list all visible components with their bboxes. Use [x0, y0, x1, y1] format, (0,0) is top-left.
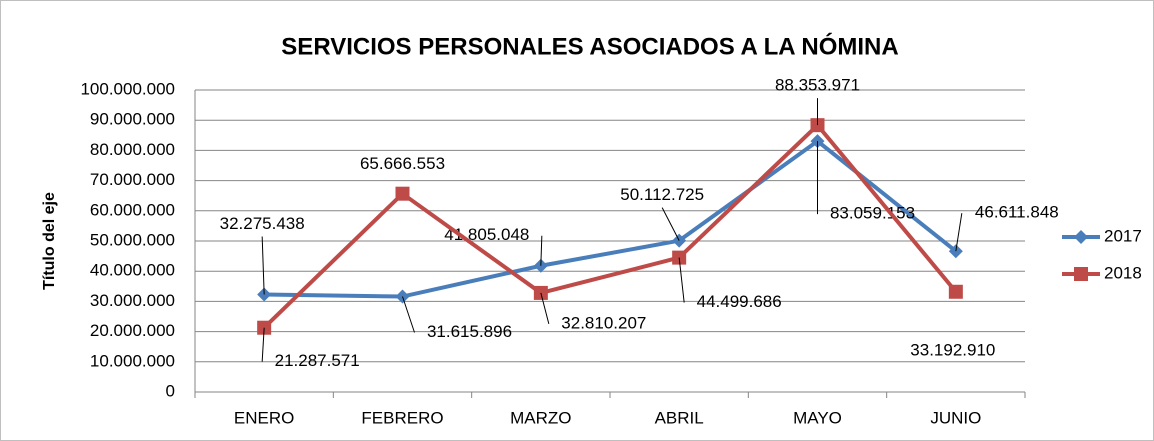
- callout: [540, 235, 543, 266]
- y-tick-label: 10.000.000: [90, 351, 175, 370]
- y-tick-label: 30.000.000: [90, 291, 175, 310]
- legend-marker: [1074, 267, 1088, 281]
- x-tick-label: MARZO: [510, 408, 571, 427]
- data-label: 44.499.686: [697, 292, 782, 311]
- y-axis-title: Título del eje: [41, 192, 58, 290]
- legend-label: 2017: [1104, 226, 1142, 245]
- data-label: 83.059.153: [830, 204, 915, 223]
- callout: [261, 236, 265, 295]
- y-tick-label: 100.000.000: [80, 79, 175, 98]
- data-label: 65.666.553: [360, 154, 445, 173]
- data-label: 50.112.725: [620, 185, 704, 204]
- series-line: [262, 122, 958, 330]
- series-line: [264, 138, 958, 299]
- y-tick-label: 0: [166, 381, 175, 400]
- x-tick-label: MAYO: [793, 408, 842, 427]
- y-tick-label: 50.000.000: [90, 230, 175, 249]
- data-label: 31.615.896: [427, 322, 512, 341]
- x-tick-label: FEBRERO: [361, 408, 443, 427]
- x-tick-label: ABRIL: [655, 408, 704, 427]
- marker: [395, 186, 410, 201]
- callout: [955, 213, 963, 252]
- y-tick-label: 60.000.000: [90, 200, 175, 219]
- marker: [948, 284, 963, 299]
- data-label: 88.353.971: [775, 76, 860, 95]
- data-label: 33.192.910: [910, 340, 995, 359]
- x-tick-label: JUNIO: [930, 408, 981, 427]
- callout: [540, 292, 550, 325]
- y-tick-label: 70.000.000: [90, 170, 175, 189]
- chart-title: SERVICIOS PERSONALES ASOCIADOS A LA NÓMI…: [281, 32, 898, 60]
- callout: [261, 327, 265, 362]
- y-tick-label: 40.000.000: [90, 261, 175, 280]
- x-tick-label: ENERO: [234, 408, 294, 427]
- data-label: 32.810.207: [561, 313, 646, 332]
- callout: [402, 296, 415, 333]
- y-tick-label: 90.000.000: [90, 110, 175, 129]
- data-label: 21.287.571: [275, 351, 360, 370]
- y-tick-label: 80.000.000: [90, 140, 175, 159]
- legend-marker: [1074, 230, 1088, 244]
- callout: [661, 207, 680, 241]
- callout: [678, 257, 685, 303]
- data-label: 32.275.438: [220, 214, 305, 233]
- data-label: 46.611.848: [975, 203, 1059, 222]
- legend-label: 2018: [1104, 263, 1142, 282]
- y-tick-label: 20.000.000: [90, 321, 175, 340]
